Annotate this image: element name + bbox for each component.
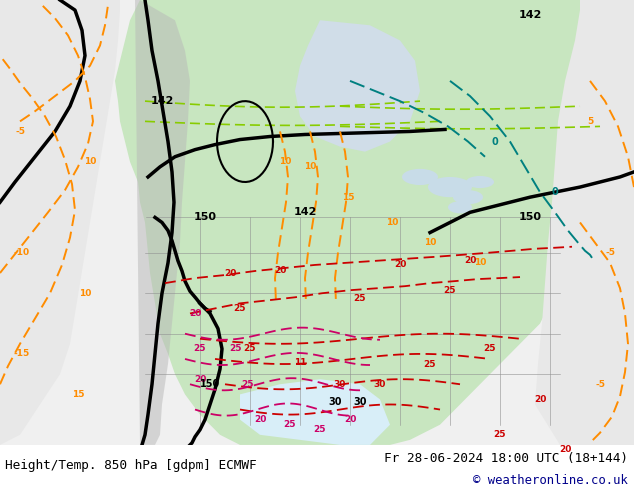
Text: 150: 150: [200, 379, 220, 389]
Text: -5: -5: [605, 248, 615, 257]
Text: -5: -5: [15, 127, 25, 136]
Text: 142: 142: [150, 96, 174, 106]
Text: 10: 10: [84, 157, 96, 166]
Text: 20: 20: [464, 256, 476, 266]
Text: 5: 5: [587, 117, 593, 126]
Text: 142: 142: [294, 207, 317, 218]
Ellipse shape: [448, 201, 472, 213]
Text: 10: 10: [474, 258, 486, 268]
Text: 20: 20: [189, 309, 201, 318]
Text: Height/Temp. 850 hPa [gdpm] ECMWF: Height/Temp. 850 hPa [gdpm] ECMWF: [5, 459, 257, 472]
Text: 20: 20: [344, 415, 356, 424]
Text: 30: 30: [334, 380, 346, 389]
Text: 25: 25: [229, 344, 242, 353]
Text: © weatheronline.co.uk: © weatheronline.co.uk: [473, 473, 628, 487]
Text: 20: 20: [274, 267, 286, 275]
Text: 25: 25: [194, 344, 206, 353]
Text: 0: 0: [491, 137, 498, 147]
Polygon shape: [535, 0, 634, 445]
Text: 20: 20: [224, 269, 236, 277]
Text: 10: 10: [386, 218, 398, 227]
Text: -15: -15: [14, 349, 30, 358]
Ellipse shape: [466, 176, 494, 188]
Text: 25: 25: [242, 380, 254, 389]
Text: 142: 142: [519, 10, 541, 20]
Text: 25: 25: [444, 286, 456, 294]
Text: 20: 20: [534, 395, 546, 404]
Text: 25: 25: [243, 344, 256, 353]
Text: 10: 10: [79, 289, 91, 298]
Text: 10: 10: [279, 157, 291, 166]
Polygon shape: [0, 0, 120, 445]
Text: 15: 15: [72, 390, 84, 399]
Text: 25: 25: [494, 430, 507, 440]
Text: 11: 11: [294, 358, 306, 367]
Text: 20: 20: [254, 415, 266, 424]
Text: 20: 20: [394, 260, 406, 270]
Text: 30: 30: [374, 380, 386, 389]
Text: -5: -5: [595, 380, 605, 389]
Polygon shape: [295, 20, 420, 152]
Text: 20: 20: [559, 445, 571, 455]
Text: 25: 25: [424, 360, 436, 368]
Text: 25: 25: [484, 344, 496, 353]
Text: 25: 25: [314, 425, 327, 434]
Ellipse shape: [402, 169, 438, 185]
Text: 150: 150: [193, 212, 216, 222]
Text: 20: 20: [194, 375, 206, 384]
Text: 150: 150: [519, 212, 541, 222]
Text: 30: 30: [328, 397, 342, 408]
Text: -10: -10: [14, 248, 30, 257]
Text: Fr 28-06-2024 18:00 UTC (18+144): Fr 28-06-2024 18:00 UTC (18+144): [384, 452, 628, 465]
Text: 25: 25: [354, 294, 366, 303]
Text: 15: 15: [342, 193, 354, 202]
Ellipse shape: [453, 190, 483, 204]
Ellipse shape: [428, 177, 472, 197]
Text: 25: 25: [284, 420, 296, 429]
Polygon shape: [135, 0, 190, 445]
Polygon shape: [115, 0, 634, 445]
Text: 30: 30: [353, 397, 366, 408]
Text: 25: 25: [234, 304, 246, 313]
Text: 10: 10: [304, 162, 316, 171]
Text: 0: 0: [552, 187, 559, 197]
Text: 10: 10: [424, 238, 436, 247]
Polygon shape: [240, 379, 390, 445]
